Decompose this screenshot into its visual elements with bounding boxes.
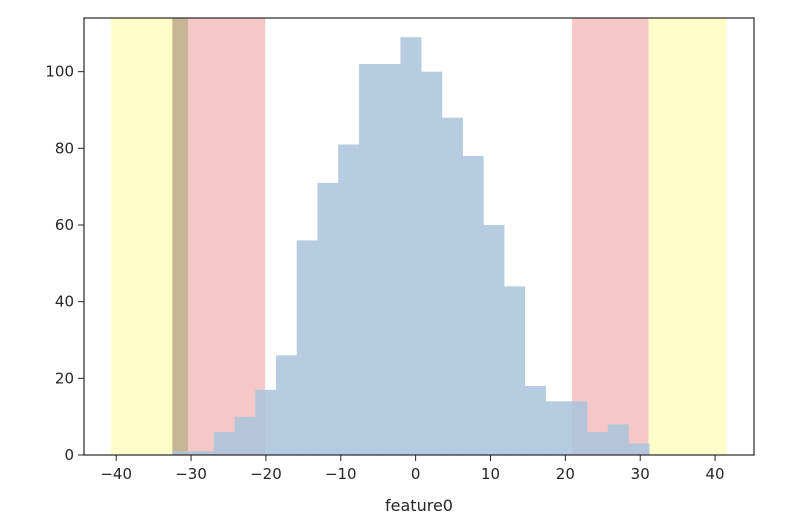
histogram-bar [296, 240, 318, 455]
histogram-bar [524, 386, 546, 455]
histogram-bar [504, 286, 526, 455]
x-tick-label: 20 [556, 465, 575, 483]
histogram-bar [441, 117, 463, 456]
histogram-bar [234, 416, 256, 455]
histogram-bar [358, 64, 380, 455]
histogram-bar [213, 432, 235, 455]
x-tick-label: −30 [175, 465, 207, 483]
y-tick-label: 0 [64, 446, 74, 464]
histogram-bar [462, 156, 484, 455]
x-tick-label: 10 [481, 465, 500, 483]
y-tick-label: 20 [55, 369, 74, 387]
histogram-bar [379, 64, 401, 455]
x-tick-label: 30 [631, 465, 650, 483]
histogram-bar [255, 389, 277, 455]
shaded-range-1 [188, 18, 266, 455]
y-tick-label: 60 [55, 216, 74, 234]
x-axis-ticks: −40 −30 −20 −10 0 10 20 30 40 [100, 455, 725, 483]
histogram-bar [172, 451, 194, 455]
y-axis-ticks: 0 20 40 60 80 100 [45, 63, 84, 464]
histogram-bar [587, 432, 609, 455]
x-axis-label: feature0 [385, 496, 453, 515]
histogram-bar [338, 144, 360, 455]
histogram-bar [317, 182, 339, 456]
y-tick-label: 80 [55, 139, 74, 157]
histogram-bar [628, 443, 650, 455]
shaded-range-2 [172, 18, 189, 455]
histogram-bar [566, 401, 588, 455]
x-tick-label: 40 [706, 465, 725, 483]
y-tick-label: 100 [45, 63, 74, 81]
x-tick-label: −20 [250, 465, 282, 483]
x-tick-label: 0 [411, 465, 421, 483]
plot-frame [83, 17, 755, 456]
histogram-bar [483, 225, 505, 455]
shaded-range-4 [572, 18, 649, 455]
histogram-bar [607, 424, 629, 455]
histogram-bar [421, 71, 443, 456]
shaded-ranges [110, 18, 727, 455]
histogram-bar [545, 401, 567, 455]
histogram-bars [172, 37, 650, 456]
histogram-bar [276, 355, 298, 455]
x-tick-label: −10 [325, 465, 357, 483]
x-tick-label: −40 [100, 465, 132, 483]
histogram-bar [193, 451, 215, 455]
histogram-bar [400, 37, 422, 456]
y-tick-label: 40 [55, 293, 74, 311]
